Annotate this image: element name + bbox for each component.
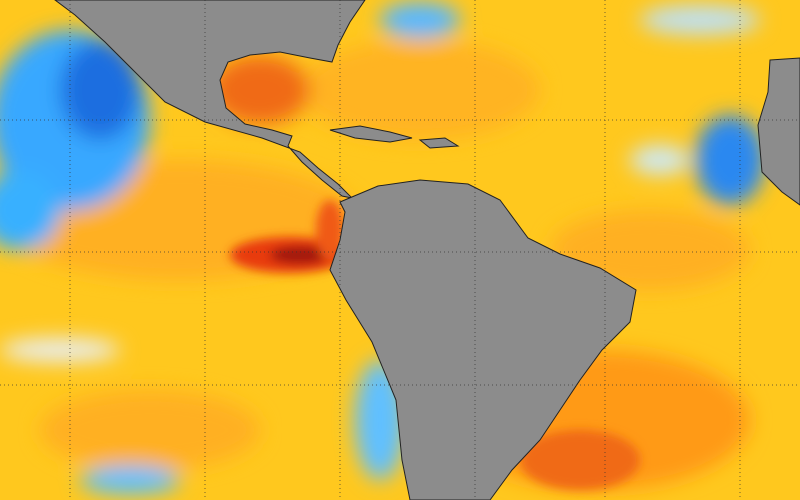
- land: [54, 0, 800, 500]
- north-america: [54, 0, 366, 199]
- africa: [757, 57, 800, 206]
- hispaniola: [418, 137, 460, 149]
- south-america: [329, 179, 637, 500]
- cuba: [329, 125, 413, 143]
- warm-anomaly: [230, 200, 640, 490]
